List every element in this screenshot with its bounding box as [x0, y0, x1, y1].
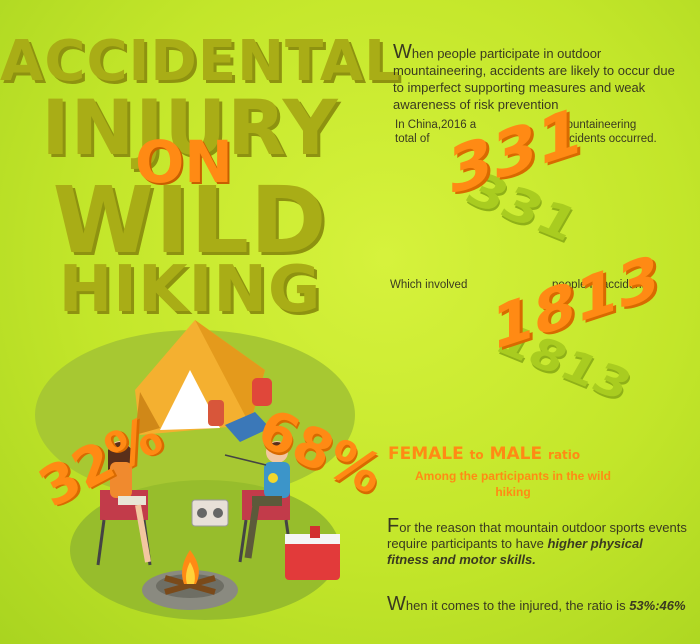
tent-icon [135, 320, 265, 435]
title-line-1: ACCIDENTAL [0, 29, 401, 94]
ratio-title: FEMALE to MALE ratio [388, 444, 580, 464]
sleeping-mat-icon [225, 412, 270, 442]
campfire-icon [142, 550, 238, 610]
ratio-to-label: to [469, 448, 484, 462]
injured-first-letter: W [387, 593, 406, 615]
injured-text: hen it comes to the injured, the ratio i… [405, 598, 630, 613]
man-camper-icon [224, 441, 294, 563]
ratio-female-label: FEMALE [388, 444, 464, 464]
stat1-suffix: mountaineering accidents occurred. [557, 119, 657, 145]
injured-ratio: 53%:46% [629, 598, 686, 613]
cooler-icon [285, 526, 340, 580]
title-line-4: HIKING [58, 253, 322, 327]
fitness-paragraph: For the reason that mountain outdoor spo… [387, 515, 687, 568]
title-line-3: WILD [52, 167, 328, 274]
title-on: ON [135, 128, 233, 196]
ratio-subtitle: Among the participants in the wild hikin… [414, 469, 611, 499]
stat2-prefix: Which involved [390, 279, 468, 291]
stat1-prefix: In China,2016 a total of [395, 119, 477, 145]
injured-paragraph: When it comes to the injured, the ratio … [387, 593, 687, 615]
ratio-male-label: MALE [489, 444, 543, 464]
backpack-icon [208, 378, 272, 426]
intro-paragraph: When people participate in outdoor mount… [393, 41, 683, 113]
fitness-emphasis: higher physical fitness and motor skills… [387, 536, 643, 567]
intro-text: hen people participate in outdoor mounta… [393, 46, 675, 112]
fitness-first-letter: F [387, 515, 400, 537]
radio-icon [191, 499, 229, 527]
camping-illustration [35, 320, 355, 620]
fitness-text: or the reason that mountain outdoor spor… [387, 520, 687, 551]
title-line-2: INJURY [41, 83, 339, 172]
ratio-ratio-label: ratio [548, 448, 581, 462]
intro-first-letter: W [393, 41, 412, 63]
woman-camper-icon [96, 441, 152, 566]
stat2-suffix: people in accidents. [552, 279, 654, 291]
